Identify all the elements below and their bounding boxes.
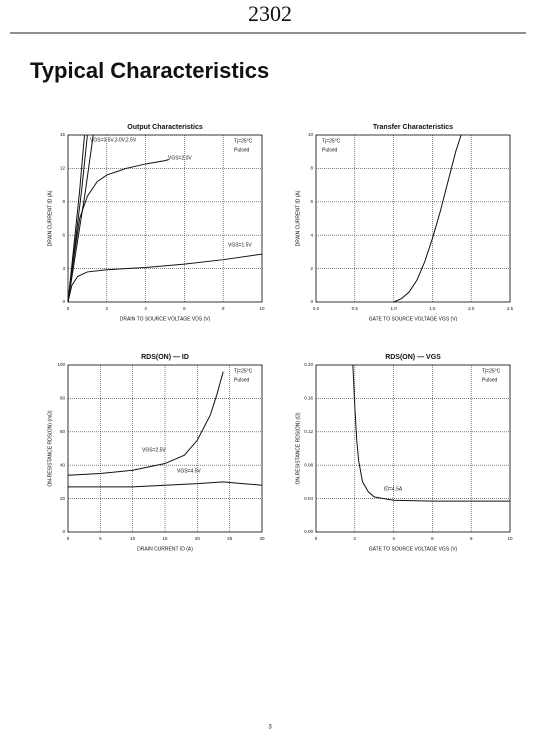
x-tick-label: 0 bbox=[315, 536, 318, 541]
x-tick-label: 0.0 bbox=[313, 306, 320, 311]
curve-label: ID=4.5A bbox=[384, 486, 403, 492]
header: 2302 bbox=[248, 1, 292, 26]
curve-label: VGS=2.0V bbox=[168, 155, 192, 161]
heading: Typical Characteristics bbox=[30, 58, 269, 83]
y-tick-label: 0.08 bbox=[304, 462, 313, 467]
y-axis-label: ON-RESISTANCE RDS(ON) (Ω) bbox=[295, 412, 301, 484]
annotation: Tj=25°C bbox=[234, 138, 253, 144]
y-tick-label: 80 bbox=[60, 396, 66, 401]
x-axis-label: GATE TO SOURCE VOLTAGE VGS (V) bbox=[369, 546, 458, 552]
y-tick-label: 0 bbox=[310, 299, 313, 304]
annotation: Pulsed bbox=[322, 147, 338, 153]
curve bbox=[68, 481, 263, 488]
plot-frame bbox=[67, 134, 263, 303]
y-axis-label: DRAIN CURRENT ID (A) bbox=[295, 190, 301, 246]
curve-label: VGS=2.5V bbox=[142, 447, 166, 453]
y-tick-label: 0 bbox=[62, 529, 65, 534]
y-tick-label: 4 bbox=[310, 232, 313, 237]
y-tick-label: 0.04 bbox=[304, 496, 313, 501]
y-tick-label: 8 bbox=[310, 166, 313, 171]
x-tick-label: 4 bbox=[144, 306, 147, 311]
x-tick-label: 10 bbox=[259, 306, 265, 311]
x-tick-label: 5 bbox=[99, 536, 102, 541]
y-tick-label: 20 bbox=[60, 496, 66, 501]
y-tick-label: 0.00 bbox=[304, 529, 313, 534]
annotation: Pulsed bbox=[234, 377, 250, 383]
curve-label: VGS=3.5V,3.0V,2.5V bbox=[90, 137, 137, 143]
annotation: Tj=25°C bbox=[234, 368, 253, 374]
y-tick-label: 9 bbox=[62, 199, 65, 204]
x-tick-label: 0 bbox=[67, 536, 70, 541]
curve bbox=[67, 253, 263, 303]
x-tick-label: 10 bbox=[130, 536, 136, 541]
curve bbox=[67, 371, 224, 476]
y-tick-label: 0.12 bbox=[304, 429, 313, 434]
x-tick-label: 6 bbox=[431, 536, 434, 541]
y-tick-label: 40 bbox=[60, 462, 66, 467]
y-tick-label: 3 bbox=[62, 266, 65, 271]
curve bbox=[67, 134, 94, 303]
x-tick-label: 0 bbox=[67, 306, 70, 311]
curve bbox=[393, 134, 462, 303]
y-axis-label: DRAIN CURRENT ID (A) bbox=[47, 190, 53, 246]
chart-title: Transfer Characteristics bbox=[373, 124, 453, 131]
y-tick-label: 2 bbox=[310, 266, 313, 271]
x-tick-label: 20 bbox=[195, 536, 201, 541]
y-tick-label: 6 bbox=[62, 232, 65, 237]
x-tick-label: 10 bbox=[507, 536, 513, 541]
plot-frame bbox=[315, 364, 511, 533]
y-tick-label: 10 bbox=[308, 132, 314, 137]
x-tick-label: 2.5 bbox=[507, 306, 514, 311]
curve-label: VGS=4.5V bbox=[177, 468, 201, 474]
annotation: Tj=25°C bbox=[322, 138, 341, 144]
y-tick-label: 0.16 bbox=[304, 396, 313, 401]
x-tick-label: 30 bbox=[259, 536, 265, 541]
y-tick-label: 12 bbox=[60, 166, 66, 171]
annotation: Pulsed bbox=[482, 377, 498, 383]
y-tick-label: 0 bbox=[62, 299, 65, 304]
y-tick-label: 60 bbox=[60, 429, 66, 434]
x-tick-label: 0.5 bbox=[352, 306, 359, 311]
curve bbox=[352, 364, 510, 502]
y-tick-label: 0.20 bbox=[304, 362, 313, 367]
x-tick-label: 25 bbox=[227, 536, 233, 541]
plot-frame bbox=[315, 134, 511, 303]
y-axis-label: ON-RESISTANCE RDS(ON) (mΩ) bbox=[47, 410, 53, 486]
plot-frame bbox=[67, 364, 263, 533]
x-tick-label: 1.0 bbox=[390, 306, 397, 311]
x-tick-label: 15 bbox=[162, 536, 168, 541]
curve-label: VGS=1.5V bbox=[228, 242, 252, 248]
x-tick-label: 2.0 bbox=[468, 306, 475, 311]
x-axis-label: DRAIN TO SOURCE VOLTAGE VDS (V) bbox=[120, 316, 211, 322]
y-tick-label: 6 bbox=[310, 199, 313, 204]
annotation: Pulsed bbox=[234, 147, 250, 153]
chart-title: RDS(ON) — ID bbox=[141, 354, 189, 361]
page-number: 3 bbox=[268, 725, 272, 731]
x-axis-label: GATE TO SOURCE VOLTAGE VGS (V) bbox=[369, 316, 458, 322]
chart-title: Output Characteristics bbox=[127, 124, 203, 131]
y-tick-label: 100 bbox=[57, 362, 65, 367]
curve bbox=[67, 134, 85, 303]
y-tick-label: 15 bbox=[60, 132, 66, 137]
x-tick-label: 2 bbox=[106, 306, 109, 311]
x-tick-label: 1.5 bbox=[429, 306, 436, 311]
x-tick-label: 2 bbox=[354, 536, 357, 541]
x-tick-label: 8 bbox=[222, 306, 225, 311]
x-axis-label: DRAIN CURRENT ID (A) bbox=[137, 546, 193, 552]
curve bbox=[67, 159, 170, 303]
x-tick-label: 4 bbox=[392, 536, 395, 541]
x-tick-label: 8 bbox=[470, 536, 473, 541]
annotation: Tj=25°C bbox=[482, 368, 501, 374]
x-tick-label: 6 bbox=[183, 306, 186, 311]
chart-title: RDS(ON) — VGS bbox=[385, 354, 441, 361]
